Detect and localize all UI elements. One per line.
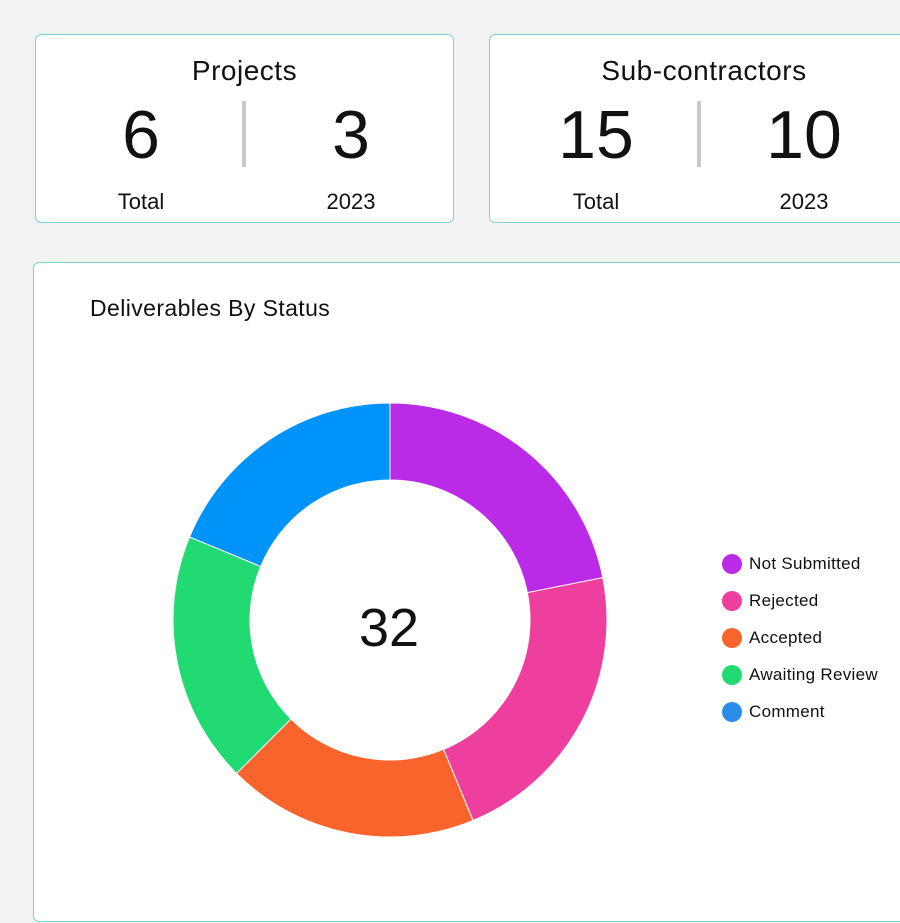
chart-legend: Not Submitted Rejected Accepted Awaiting Re…	[722, 545, 878, 730]
subcontractors-divider	[697, 101, 701, 167]
subcontractors-total-label: Total	[572, 189, 620, 214]
legend-label: Rejected	[749, 590, 819, 610]
legend-item-comment[interactable]: Comment	[722, 693, 878, 730]
projects-divider	[242, 101, 246, 167]
subcontractors-year: 10 2023	[724, 95, 884, 215]
legend-swatch	[722, 664, 742, 685]
projects-card: Projects 6 Total 3 2023	[35, 34, 454, 223]
legend-item-not-submitted[interactable]: Not Submitted	[722, 545, 878, 582]
subcontractors-total: 15 Total	[516, 95, 676, 215]
projects-total-value: 6	[122, 97, 160, 173]
subcontractors-title: Sub-contractors	[601, 55, 807, 86]
legend-swatch	[722, 627, 742, 648]
legend-item-accepted[interactable]: Accepted	[722, 619, 878, 656]
donut-center-total: 32	[358, 598, 420, 658]
subcontractors-total-value: 15	[558, 97, 634, 173]
subcontractors-year-value: 10	[766, 97, 842, 173]
projects-year-value: 3	[332, 97, 370, 173]
legend-item-awaiting-review[interactable]: Awaiting Review	[722, 656, 878, 693]
donut-slice-comment[interactable]	[188, 402, 391, 568]
deliverables-card: Deliverables By Status 32 Not Submitted R…	[33, 262, 900, 922]
legend-swatch	[722, 590, 742, 611]
subcontractors-year-label: 2023	[779, 189, 829, 214]
projects-total-label: Total	[117, 189, 165, 214]
legend-label: Not Submitted	[749, 553, 861, 573]
projects-total: 6 Total	[61, 95, 221, 215]
legend-label: Accepted	[749, 627, 823, 647]
legend-item-rejected[interactable]: Rejected	[722, 582, 878, 619]
subcontractors-card: Sub-contractors 15 Total 10 2023	[489, 34, 900, 223]
legend-label: Comment	[749, 701, 825, 721]
legend-label: Awaiting Review	[749, 664, 878, 684]
projects-year: 3 2023	[271, 95, 431, 215]
donut-slice-rejected[interactable]	[442, 577, 608, 822]
projects-year-label: 2023	[326, 189, 376, 214]
deliverables-title: Deliverables By Status	[90, 295, 331, 321]
legend-swatch	[722, 553, 742, 574]
donut-chart	[172, 402, 608, 838]
donut-slice-not-submitted[interactable]	[389, 402, 604, 594]
legend-swatch	[722, 701, 742, 722]
projects-title: Projects	[191, 55, 298, 86]
